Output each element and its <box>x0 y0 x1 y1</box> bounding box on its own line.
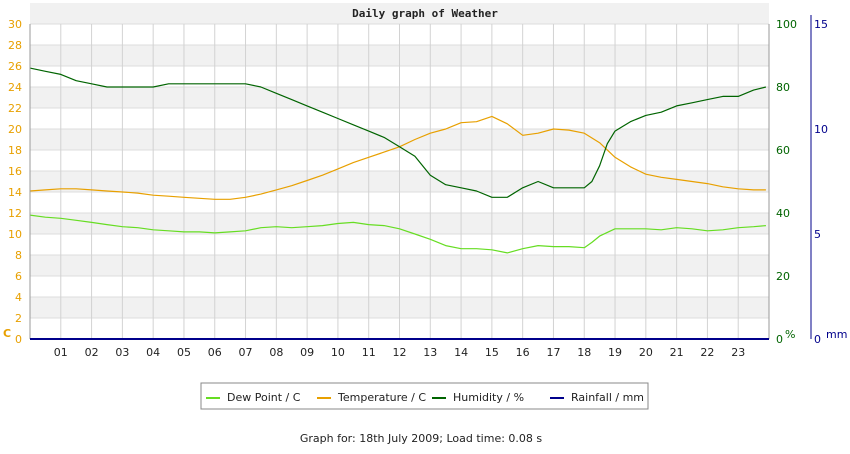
series-line-dew <box>29 214 766 254</box>
left-tick-label: 30 <box>8 18 22 31</box>
chart-title: Daily graph of Weather <box>352 7 498 20</box>
x-tick-label: 20 <box>639 346 653 359</box>
legend: Dew Point / C Temperature / C Humidity / %… <box>200 382 649 410</box>
left-tick-label: 18 <box>8 144 22 157</box>
humidity-unit-label: % <box>785 328 795 341</box>
plot-band <box>30 3 769 24</box>
left-tick-label: 8 <box>15 249 22 262</box>
rain-unit-label: mm <box>826 328 847 341</box>
left-tick-label: 12 <box>8 207 22 220</box>
left-tick-label: 2 <box>15 312 22 325</box>
rain-tick-label: 15 <box>814 18 828 31</box>
rain-tick-label: 10 <box>814 123 828 136</box>
x-tick-label: 15 <box>485 346 499 359</box>
series-line-humidity <box>29 67 767 198</box>
x-tick-label: 16 <box>516 346 530 359</box>
x-tick-label: 10 <box>331 346 345 359</box>
x-tick-label: 03 <box>115 346 129 359</box>
x-tick-label: 11 <box>362 346 376 359</box>
x-tick-label: 02 <box>85 346 99 359</box>
x-tick-label: 23 <box>731 346 745 359</box>
left-tick-label: 22 <box>8 102 22 115</box>
footer-status: Graph for: 18th July 2009; Load time: 0.… <box>300 432 543 445</box>
left-tick-label: 16 <box>8 165 22 178</box>
rain-tick-label: 0 <box>814 333 821 346</box>
x-tick-label: 13 <box>423 346 437 359</box>
left-tick-label: 6 <box>15 270 22 283</box>
x-tick-label: 12 <box>393 346 407 359</box>
humidity-tick-label: 0 <box>776 333 783 346</box>
legend-label: Dew Point / C <box>227 391 301 404</box>
x-tick-label: 09 <box>300 346 314 359</box>
humidity-tick-label: 20 <box>776 270 790 283</box>
x-tick-label: 19 <box>608 346 622 359</box>
left-tick-label: 4 <box>15 291 22 304</box>
x-tick-label: 04 <box>146 346 160 359</box>
humidity-tick-label: 100 <box>776 18 797 31</box>
left-unit-label: C <box>3 327 11 340</box>
gridlines <box>30 23 769 340</box>
x-tick-label: 06 <box>208 346 222 359</box>
x-tick-label: 05 <box>177 346 191 359</box>
legend-label: Temperature / C <box>337 391 426 404</box>
left-tick-label: 20 <box>8 123 22 136</box>
humidity-tick-label: 60 <box>776 144 790 157</box>
left-tick-label: 28 <box>8 39 22 52</box>
x-tick-label: 01 <box>54 346 68 359</box>
x-tick-label: 14 <box>454 346 468 359</box>
x-tick-label: 08 <box>269 346 283 359</box>
rain-tick-label: 5 <box>814 228 821 241</box>
legend-box <box>200 382 649 410</box>
x-tick-label: 17 <box>546 346 560 359</box>
x-tick-label: 21 <box>670 346 684 359</box>
left-tick-label: 10 <box>8 228 22 241</box>
left-tick-label: 26 <box>8 60 22 73</box>
left-tick-label: 14 <box>8 186 22 199</box>
left-tick-label: 24 <box>8 81 22 94</box>
left-tick-label: 0 <box>15 333 22 346</box>
humidity-tick-label: 80 <box>776 81 790 94</box>
legend-label: Humidity / % <box>453 391 524 404</box>
x-tick-label: 07 <box>239 346 253 359</box>
legend-label: Rainfall / mm <box>571 391 644 404</box>
x-tick-label: 22 <box>700 346 714 359</box>
x-tick-label: 18 <box>577 346 591 359</box>
humidity-tick-label: 40 <box>776 207 790 220</box>
